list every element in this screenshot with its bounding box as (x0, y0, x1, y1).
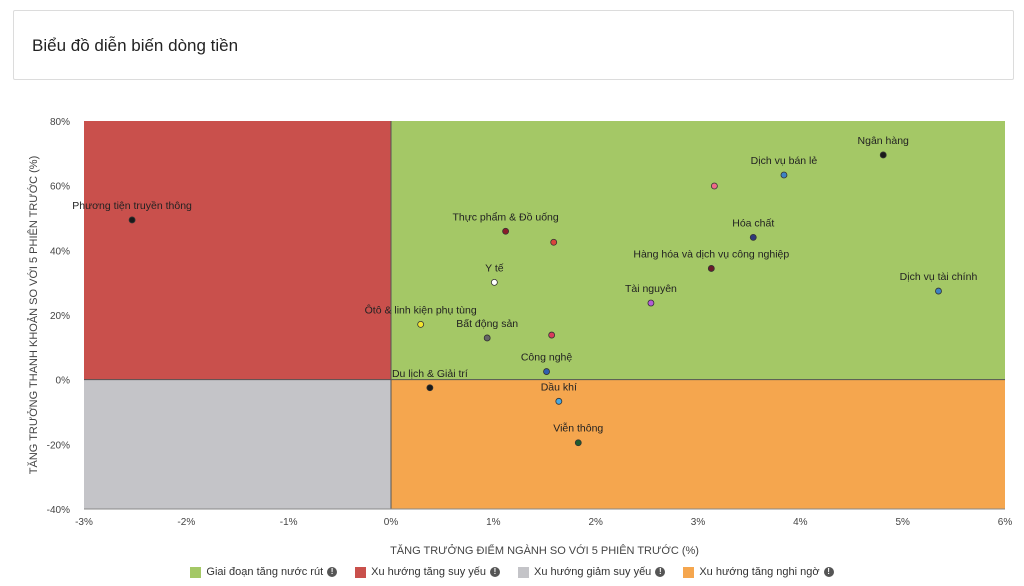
quadrant-region-2 (84, 379, 391, 509)
legend-label: Giai đoạn tăng nước rút (206, 566, 324, 578)
data-point (935, 287, 942, 295)
y-tick-label: 0% (56, 376, 71, 387)
data-point (490, 278, 498, 286)
data-point-label: Phương tiện truyền thông (72, 200, 192, 212)
legend-item[interactable]: Xu hướng tăng suy yếu! (355, 566, 500, 578)
legend-swatch (355, 566, 367, 578)
x-tick-label: -3% (75, 517, 93, 528)
legend-label: Xu hướng tăng nghi ngờ (699, 566, 820, 578)
x-tick-label: 2% (588, 517, 603, 528)
quadrant-region-1 (84, 121, 391, 380)
data-point-label: Ngân hàng (858, 135, 910, 147)
legend-item[interactable]: Xu hướng giảm suy yếu! (518, 566, 666, 578)
legend-item[interactable]: Giai đoạn tăng nước rút! (190, 566, 338, 578)
legend-swatch (683, 566, 695, 578)
y-axis-title: TĂNG TRƯỞNG THANH KHOẢN SO VỚI 5 PHIÊN T… (27, 156, 40, 474)
data-point (417, 320, 425, 328)
chart-legend: Giai đoạn tăng nước rút! Xu hướng tăng su… (0, 566, 1024, 578)
x-axis-title: TĂNG TRƯỞNG ĐIỂM NGÀNH SO VỚI 5 PHIÊN TR… (390, 544, 699, 557)
data-point-label: Dịch vụ tài chính (900, 271, 978, 283)
data-point-label: Công nghệ (521, 352, 573, 364)
quadrant-region-0 (391, 121, 1005, 380)
data-point-label: Du lịch & Giải trí (392, 368, 468, 380)
x-tick-label: 0% (384, 517, 399, 528)
info-icon[interactable]: ! (327, 567, 338, 577)
y-tick-label: 20% (50, 311, 70, 322)
data-point-label: Hàng hóa và dịch vụ công nghiệp (633, 248, 789, 260)
x-tick-label: 3% (691, 517, 706, 528)
legend-swatch (518, 566, 529, 578)
data-point (780, 171, 788, 179)
data-point (548, 331, 556, 339)
y-tick-label: 80% (50, 117, 70, 128)
data-point (647, 299, 655, 307)
x-tick-label: 6% (998, 517, 1013, 528)
y-tick-label: 60% (50, 182, 70, 193)
data-point (483, 334, 491, 342)
data-point-label: Dầu khí (541, 381, 577, 393)
data-point-label: Ôtô & linh kiện phụ tùng (365, 303, 477, 316)
legend-label: Xu hướng tăng suy yếu (371, 566, 486, 578)
data-point (879, 151, 887, 159)
data-point-label: Y tế (485, 262, 504, 274)
x-tick-label: -1% (280, 517, 298, 528)
data-point-label: Dịch vụ bán lẻ (751, 155, 818, 167)
x-tick-label: 4% (793, 517, 808, 528)
y-tick-label: -20% (47, 440, 70, 451)
data-point (710, 182, 718, 190)
legend-swatch (190, 566, 202, 578)
cashflow-scatter-chart: -3% -2% -1% 0% 1% 2% 3% 4% 5% 6% -40% -20% 0% 20% 40% 6… (27, 117, 1013, 557)
data-point-label: Viễn thông (553, 422, 603, 435)
quadrant-region-3 (391, 379, 1005, 509)
y-tick-label: -40% (47, 505, 70, 516)
y-tick-label: 40% (50, 246, 70, 257)
legend-item[interactable]: Xu hướng tăng nghi ngờ! (683, 566, 834, 578)
data-point (426, 384, 434, 392)
legend-label: Xu hướng giảm suy yếu (534, 566, 652, 578)
x-tick-label: 5% (895, 517, 910, 528)
data-point (707, 265, 715, 272)
data-point-label: Thực phẩm & Đồ uống (452, 211, 558, 223)
data-point-label: Hóa chất (732, 217, 774, 229)
info-icon[interactable]: ! (823, 567, 834, 577)
data-point (128, 216, 136, 224)
data-point (749, 233, 757, 241)
x-tick-label: -2% (177, 517, 195, 528)
chart-card-header: Biểu đồ diễn biến dòng tiền (13, 10, 1014, 80)
page-title: Biểu đồ diễn biến dòng tiền (32, 36, 239, 55)
info-icon[interactable]: ! (490, 567, 500, 577)
data-point-label: Tài nguyên (625, 283, 677, 295)
data-point (555, 397, 563, 405)
x-tick-label: 1% (486, 517, 501, 528)
data-point (502, 227, 510, 235)
data-point-label: Bất động sản (456, 318, 518, 330)
data-point (543, 368, 550, 375)
data-point (574, 439, 582, 447)
info-icon[interactable]: ! (655, 567, 666, 577)
data-point (550, 238, 558, 246)
